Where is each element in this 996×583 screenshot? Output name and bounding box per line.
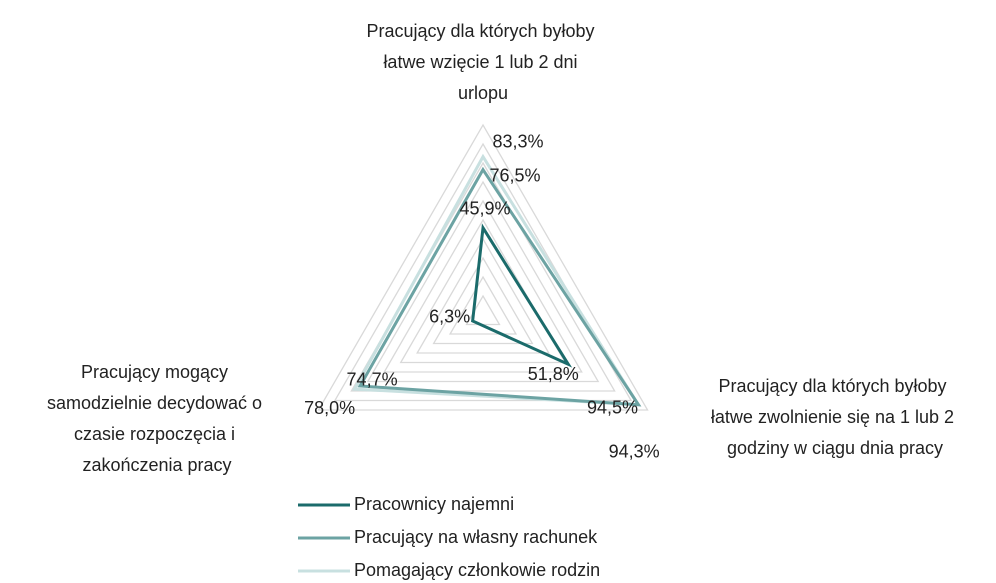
value-label: 83,3% xyxy=(492,131,543,151)
legend-label: Pomagający członkowie rodzin xyxy=(354,560,600,580)
grid-line xyxy=(366,180,600,383)
grid-line xyxy=(317,123,649,411)
grid-line xyxy=(383,199,583,373)
axis-label: Pracujący dla których byłoby łatwe wzięc… xyxy=(366,21,599,103)
legend-label: Pracownicy najemni xyxy=(354,494,514,514)
series-line xyxy=(471,223,573,368)
grid-line xyxy=(416,237,550,354)
value-label: 74,7% xyxy=(347,370,398,390)
value-label: 78,0% xyxy=(304,398,355,418)
value-label: 6,3% xyxy=(429,307,470,327)
grid-line xyxy=(448,275,518,335)
axis-label: Pracujący dla których byłoby łatwe zwoln… xyxy=(711,376,959,458)
grid-line xyxy=(399,218,567,364)
axis-label: Pracujący mogący samodzielnie decydować … xyxy=(47,362,267,475)
value-label: 94,3% xyxy=(609,441,660,461)
legend-label: Pracujący na własny rachunek xyxy=(354,527,598,547)
series-line xyxy=(357,166,642,407)
grid-line xyxy=(432,256,534,345)
value-label: 76,5% xyxy=(489,165,540,185)
value-label: 45,9% xyxy=(459,199,510,219)
value-label: 51,8% xyxy=(528,364,579,384)
series-line xyxy=(352,153,641,407)
value-label: 94,5% xyxy=(587,398,638,418)
